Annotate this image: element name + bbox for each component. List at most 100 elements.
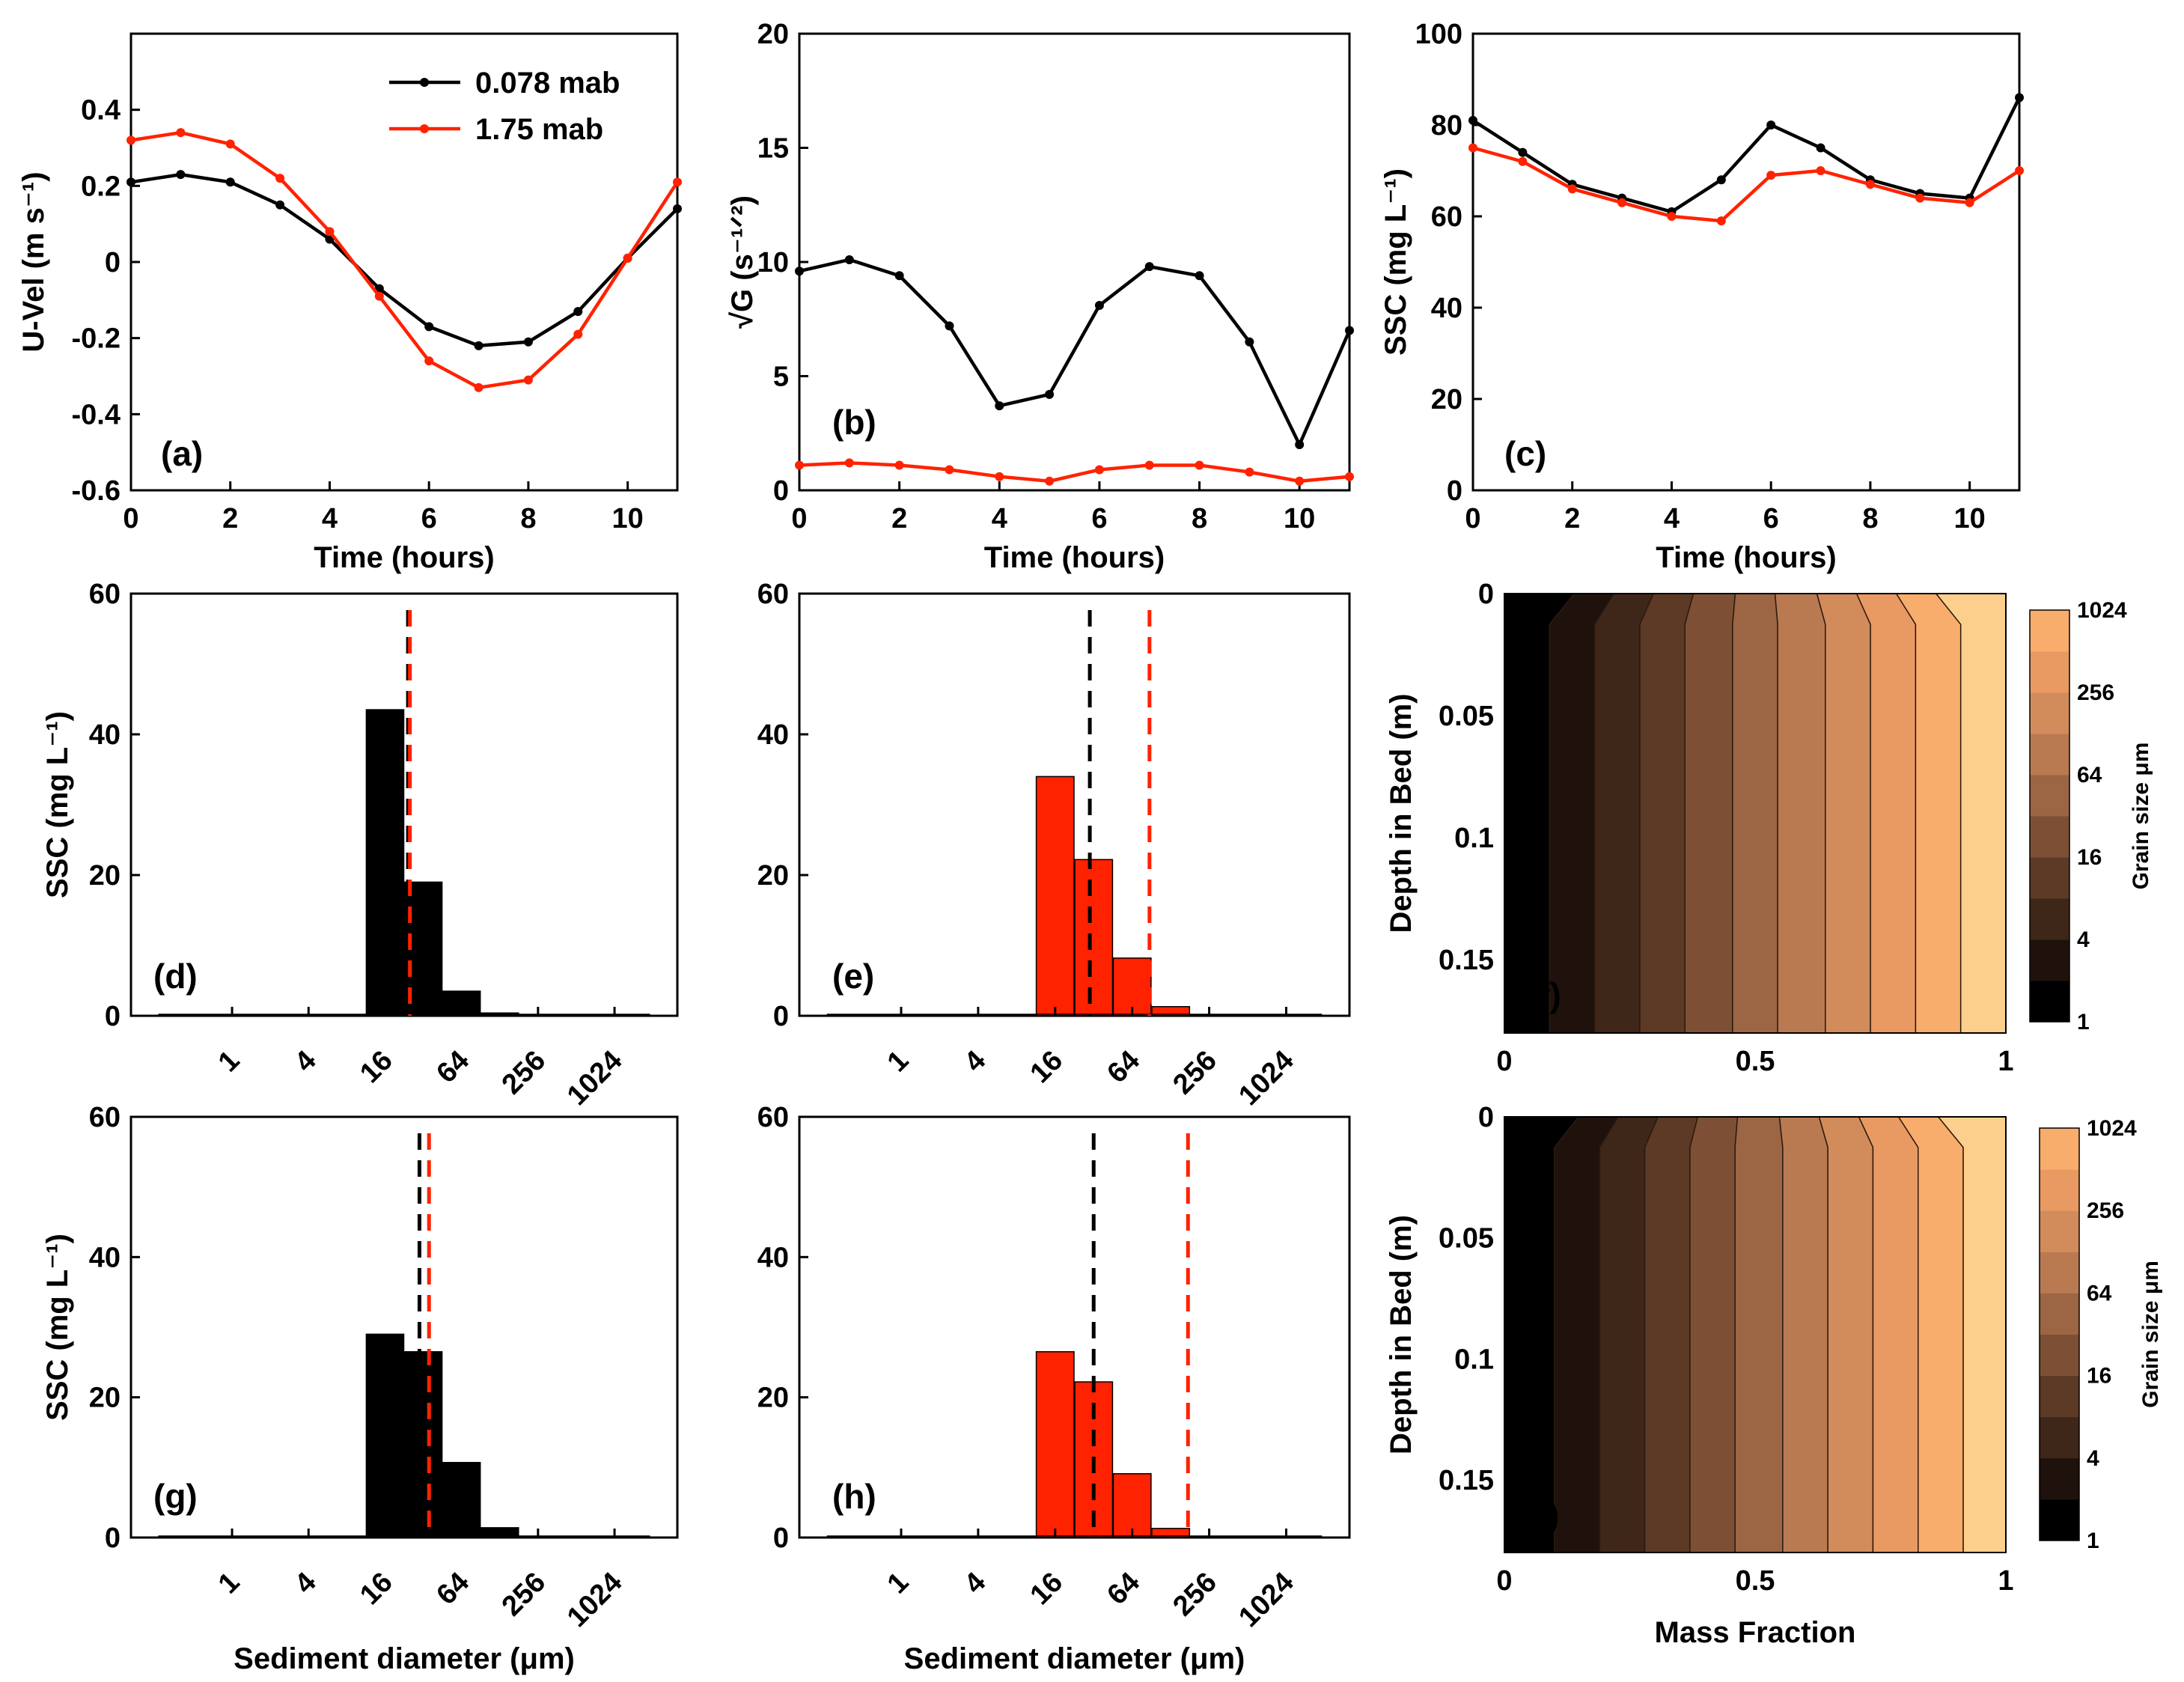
x-tick-label-i: 1 xyxy=(1998,1565,2013,1597)
colorbar-level-f-0 xyxy=(2030,981,2069,1023)
x-tick-label-b: 2 xyxy=(891,503,907,534)
data-point-a-0 xyxy=(523,337,533,347)
y-tick-label-g: 0 xyxy=(105,1523,121,1554)
bar-e-7 xyxy=(1151,1006,1191,1017)
bar-h-4 xyxy=(1035,1351,1075,1538)
y-tick-label-e: 40 xyxy=(757,719,789,751)
data-point-a-1 xyxy=(573,329,583,339)
x-tick-label-h: 256 xyxy=(1167,1567,1223,1623)
bar-h-6 xyxy=(1112,1473,1152,1538)
data-point-c-1 xyxy=(1965,198,1974,207)
data-point-c-1 xyxy=(1667,212,1677,221)
y-tick-label-b: 0 xyxy=(773,475,789,507)
data-point-c-0 xyxy=(1816,143,1825,153)
colorbar-level-i-3 xyxy=(2040,1375,2079,1418)
data-point-b-1 xyxy=(795,460,804,470)
colorbar-frame-i xyxy=(2039,1127,2080,1541)
y-axis-label-g: SSC (mg L⁻¹) xyxy=(41,1234,74,1421)
y-axis-label-a: U-Vel (m s⁻¹) xyxy=(17,171,50,352)
series-line-b-1 xyxy=(799,461,1350,484)
data-point-c-0 xyxy=(1518,147,1528,157)
colorbar-tick-f: 1 xyxy=(2077,1010,2090,1035)
y-tick-label-a: 0.2 xyxy=(81,171,121,202)
y-tick-label-h: 20 xyxy=(757,1383,789,1414)
data-point-a-1 xyxy=(325,227,335,237)
x-tick-label-e: 16 xyxy=(1025,1045,1070,1090)
x-axis-label-a: Time (hours) xyxy=(314,541,495,574)
data-point-c-1 xyxy=(1865,180,1875,189)
colorbar-level-f-4 xyxy=(2030,816,2069,858)
y-tick-label-c: 40 xyxy=(1431,293,1462,324)
data-point-b-0 xyxy=(1295,440,1305,449)
x-tick-label-c: 8 xyxy=(1862,503,1878,534)
colorbar-level-f-6 xyxy=(2030,734,2069,776)
data-point-c-0 xyxy=(2015,93,2024,103)
y-tick-label-d: 60 xyxy=(89,579,121,610)
y-tick-label-i: 0 xyxy=(1478,1102,1494,1133)
heatmap-band-f-6 xyxy=(1774,593,1826,1034)
data-point-b-1 xyxy=(1094,465,1104,475)
y-tick-label-a: -0.6 xyxy=(72,475,121,507)
legend-marker-1 xyxy=(420,124,429,133)
y-tick-label-e: 0 xyxy=(773,1001,789,1032)
y-axis-label-i: Depth in Bed (m) xyxy=(1385,1215,1418,1454)
colorbar-tick-f: 16 xyxy=(2077,845,2102,870)
heatmap-band-i-6 xyxy=(1778,1116,1828,1553)
plot-area-f xyxy=(1504,593,2007,1034)
x-tick-label-h: 64 xyxy=(1101,1567,1146,1612)
legend-marker-0 xyxy=(420,78,429,87)
data-point-c-1 xyxy=(1766,171,1776,180)
y-axis-label-b: √G (s⁻¹ᐟ²) xyxy=(726,195,759,329)
colorbar-label-f: Grain size μm xyxy=(2129,743,2153,890)
panel-label-e: (e) xyxy=(832,957,874,996)
y-tick-label-c: 20 xyxy=(1431,384,1462,415)
data-point-a-1 xyxy=(126,135,135,145)
heatmap-band-i-4 xyxy=(1689,1116,1739,1553)
data-point-b-0 xyxy=(844,255,854,264)
y-tick-label-c: 0 xyxy=(1447,475,1462,507)
y-axis-label-d: SSC (mg L⁻¹) xyxy=(41,711,74,898)
x-tick-label-b: 6 xyxy=(1091,503,1107,534)
bar-g-5 xyxy=(403,1351,443,1538)
colorbar-tick-i: 1 xyxy=(2087,1529,2099,1553)
bar-g-4 xyxy=(365,1333,405,1538)
data-point-b-0 xyxy=(945,321,954,331)
y-tick-label-b: 5 xyxy=(773,362,789,393)
colorbar-tick-f: 256 xyxy=(2077,680,2114,705)
bar-e-5 xyxy=(1074,859,1114,1017)
x-tick-label-g: 256 xyxy=(496,1567,552,1623)
colorbar-tick-f: 64 xyxy=(2077,763,2102,787)
data-point-b-1 xyxy=(995,472,1004,481)
y-tick-label-i: 0.05 xyxy=(1439,1223,1494,1255)
x-tick-label-c: 6 xyxy=(1763,503,1779,534)
series-line-b-0 xyxy=(799,258,1352,449)
data-point-c-1 xyxy=(1518,156,1528,166)
y-tick-label-c: 80 xyxy=(1431,110,1462,141)
y-tick-label-h: 0 xyxy=(773,1523,789,1554)
colorbar-tick-i: 1024 xyxy=(2087,1116,2137,1141)
x-tick-label-d: 1024 xyxy=(561,1045,628,1112)
y-axis-label-f: Depth in Bed (m) xyxy=(1385,694,1418,933)
data-point-a-0 xyxy=(176,170,186,180)
data-point-a-0 xyxy=(673,204,682,213)
colorbar-level-i-1 xyxy=(2040,1457,2079,1500)
x-tick-label-a: 10 xyxy=(611,503,643,534)
plot-area-a xyxy=(129,32,679,492)
colorbar-tick-f: 1024 xyxy=(2077,598,2127,623)
data-point-a-1 xyxy=(673,177,682,187)
x-tick-label-i: 0 xyxy=(1496,1565,1512,1597)
bar-e-6 xyxy=(1112,957,1152,1017)
y-tick-label-g: 60 xyxy=(89,1102,121,1133)
data-point-a-0 xyxy=(474,341,484,350)
data-point-c-1 xyxy=(1468,143,1477,153)
series-line-c-1 xyxy=(1472,146,2021,223)
y-tick-label-e: 20 xyxy=(757,860,789,892)
heatmap-band-f-5 xyxy=(1732,593,1778,1034)
x-tick-label-c: 0 xyxy=(1465,503,1480,534)
data-point-b-1 xyxy=(1245,467,1254,477)
y-tick-label-c: 100 xyxy=(1415,19,1462,50)
heatmap-i xyxy=(1504,1116,2007,1553)
data-point-b-1 xyxy=(1295,476,1305,486)
data-point-b-1 xyxy=(894,460,904,470)
colorbar-level-f-9 xyxy=(2030,610,2069,652)
